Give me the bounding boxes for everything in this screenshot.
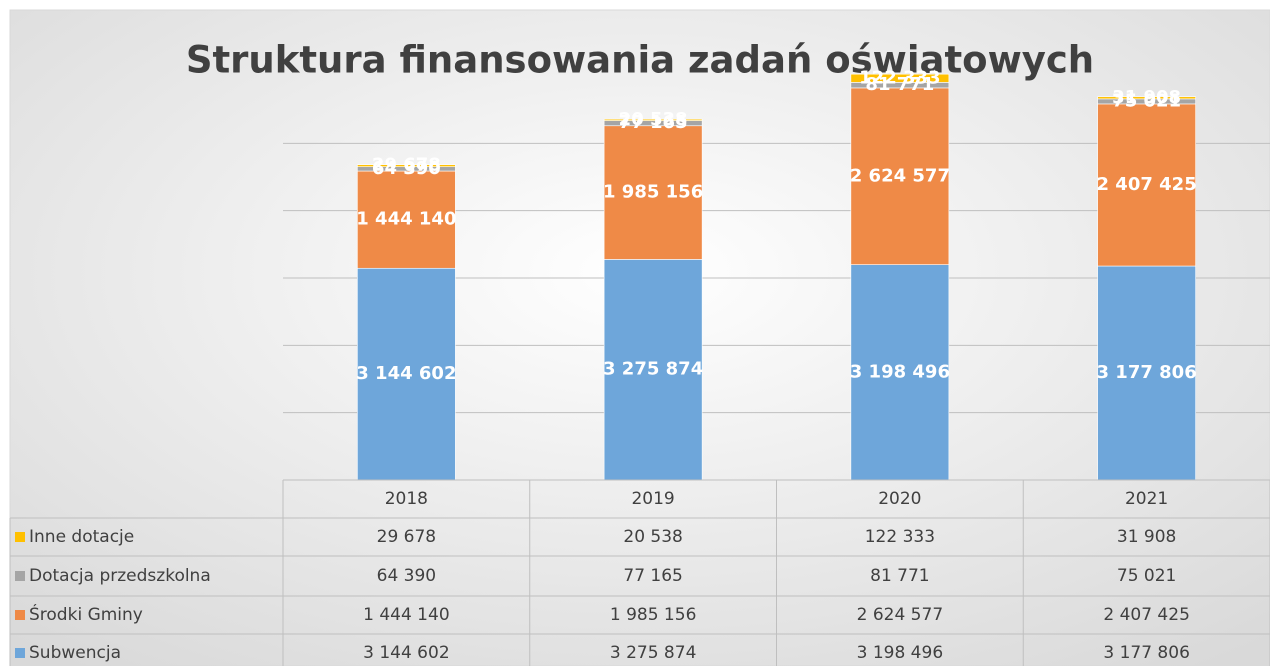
table-cell: 64 390 — [377, 566, 436, 586]
table-cell: 77 165 — [623, 566, 682, 586]
table-cell: 3 198 496 — [857, 643, 944, 663]
x-tick-label: 2019 — [631, 489, 674, 509]
x-tick-label: 2021 — [1125, 489, 1168, 509]
table-cell: 122 333 — [865, 527, 935, 547]
table-cell: 3 177 806 — [1103, 643, 1190, 663]
data-label: 3 275 874 — [603, 359, 703, 380]
data-label: 64 390 — [372, 158, 441, 179]
data-label: 31 908 — [1112, 87, 1181, 108]
legend-key — [15, 648, 25, 658]
legend-label: Subwencja — [29, 643, 121, 663]
legend-key — [15, 571, 25, 581]
data-label: 1 985 156 — [603, 182, 703, 203]
table-cell: 3 144 602 — [363, 643, 450, 663]
data-label: 3 144 602 — [356, 363, 456, 384]
data-label: 29 678 — [372, 155, 441, 176]
legend-label: Środki Gminy — [29, 603, 143, 625]
table-cell: 1 444 140 — [363, 605, 450, 625]
data-label: 122 333 — [859, 67, 940, 88]
x-tick-label: 2018 — [385, 489, 428, 509]
table-cell: 81 771 — [870, 566, 929, 586]
bar-segment — [357, 164, 456, 167]
bar-segment — [357, 170, 456, 269]
data-label: 2 624 577 — [850, 165, 950, 186]
table-cell: 20 538 — [623, 527, 682, 547]
legend-label: Inne dotacje — [29, 527, 134, 547]
bar-segment — [850, 73, 950, 83]
table-cell: 1 985 156 — [610, 605, 697, 625]
table-cell: 3 275 874 — [610, 643, 697, 663]
bar-segment — [603, 125, 703, 260]
data-label: 20 538 — [619, 109, 688, 130]
bar-segment — [850, 87, 950, 265]
data-label: 2 407 425 — [1097, 174, 1197, 195]
x-tick-label: 2020 — [878, 489, 921, 509]
table-cell: 31 908 — [1117, 527, 1176, 547]
table-cell: 29 678 — [377, 527, 436, 547]
bar-segment — [1097, 265, 1196, 481]
bar-segment — [603, 118, 703, 121]
data-label: 3 177 806 — [1097, 362, 1197, 383]
legend-key — [15, 610, 25, 620]
chart-title: Struktura finansowania zadań oświatowych — [186, 39, 1094, 82]
bar-segment — [850, 264, 950, 481]
table-cell: 75 021 — [1117, 566, 1176, 586]
data-label: 75 021 — [1112, 90, 1181, 111]
bar-segment — [1097, 103, 1196, 267]
data-label: 1 444 140 — [356, 209, 456, 230]
table-cell: 2 407 425 — [1103, 605, 1190, 625]
data-label: 3 198 496 — [850, 361, 950, 382]
data-label: 81 771 — [865, 74, 934, 95]
legend-label: Dotacja przedszkolna — [29, 566, 211, 586]
data-label: 77 165 — [619, 112, 688, 133]
bar-segment — [1097, 96, 1196, 100]
legend-key — [15, 532, 25, 542]
table-cell: 2 624 577 — [857, 605, 944, 625]
bar-segment — [603, 259, 703, 481]
